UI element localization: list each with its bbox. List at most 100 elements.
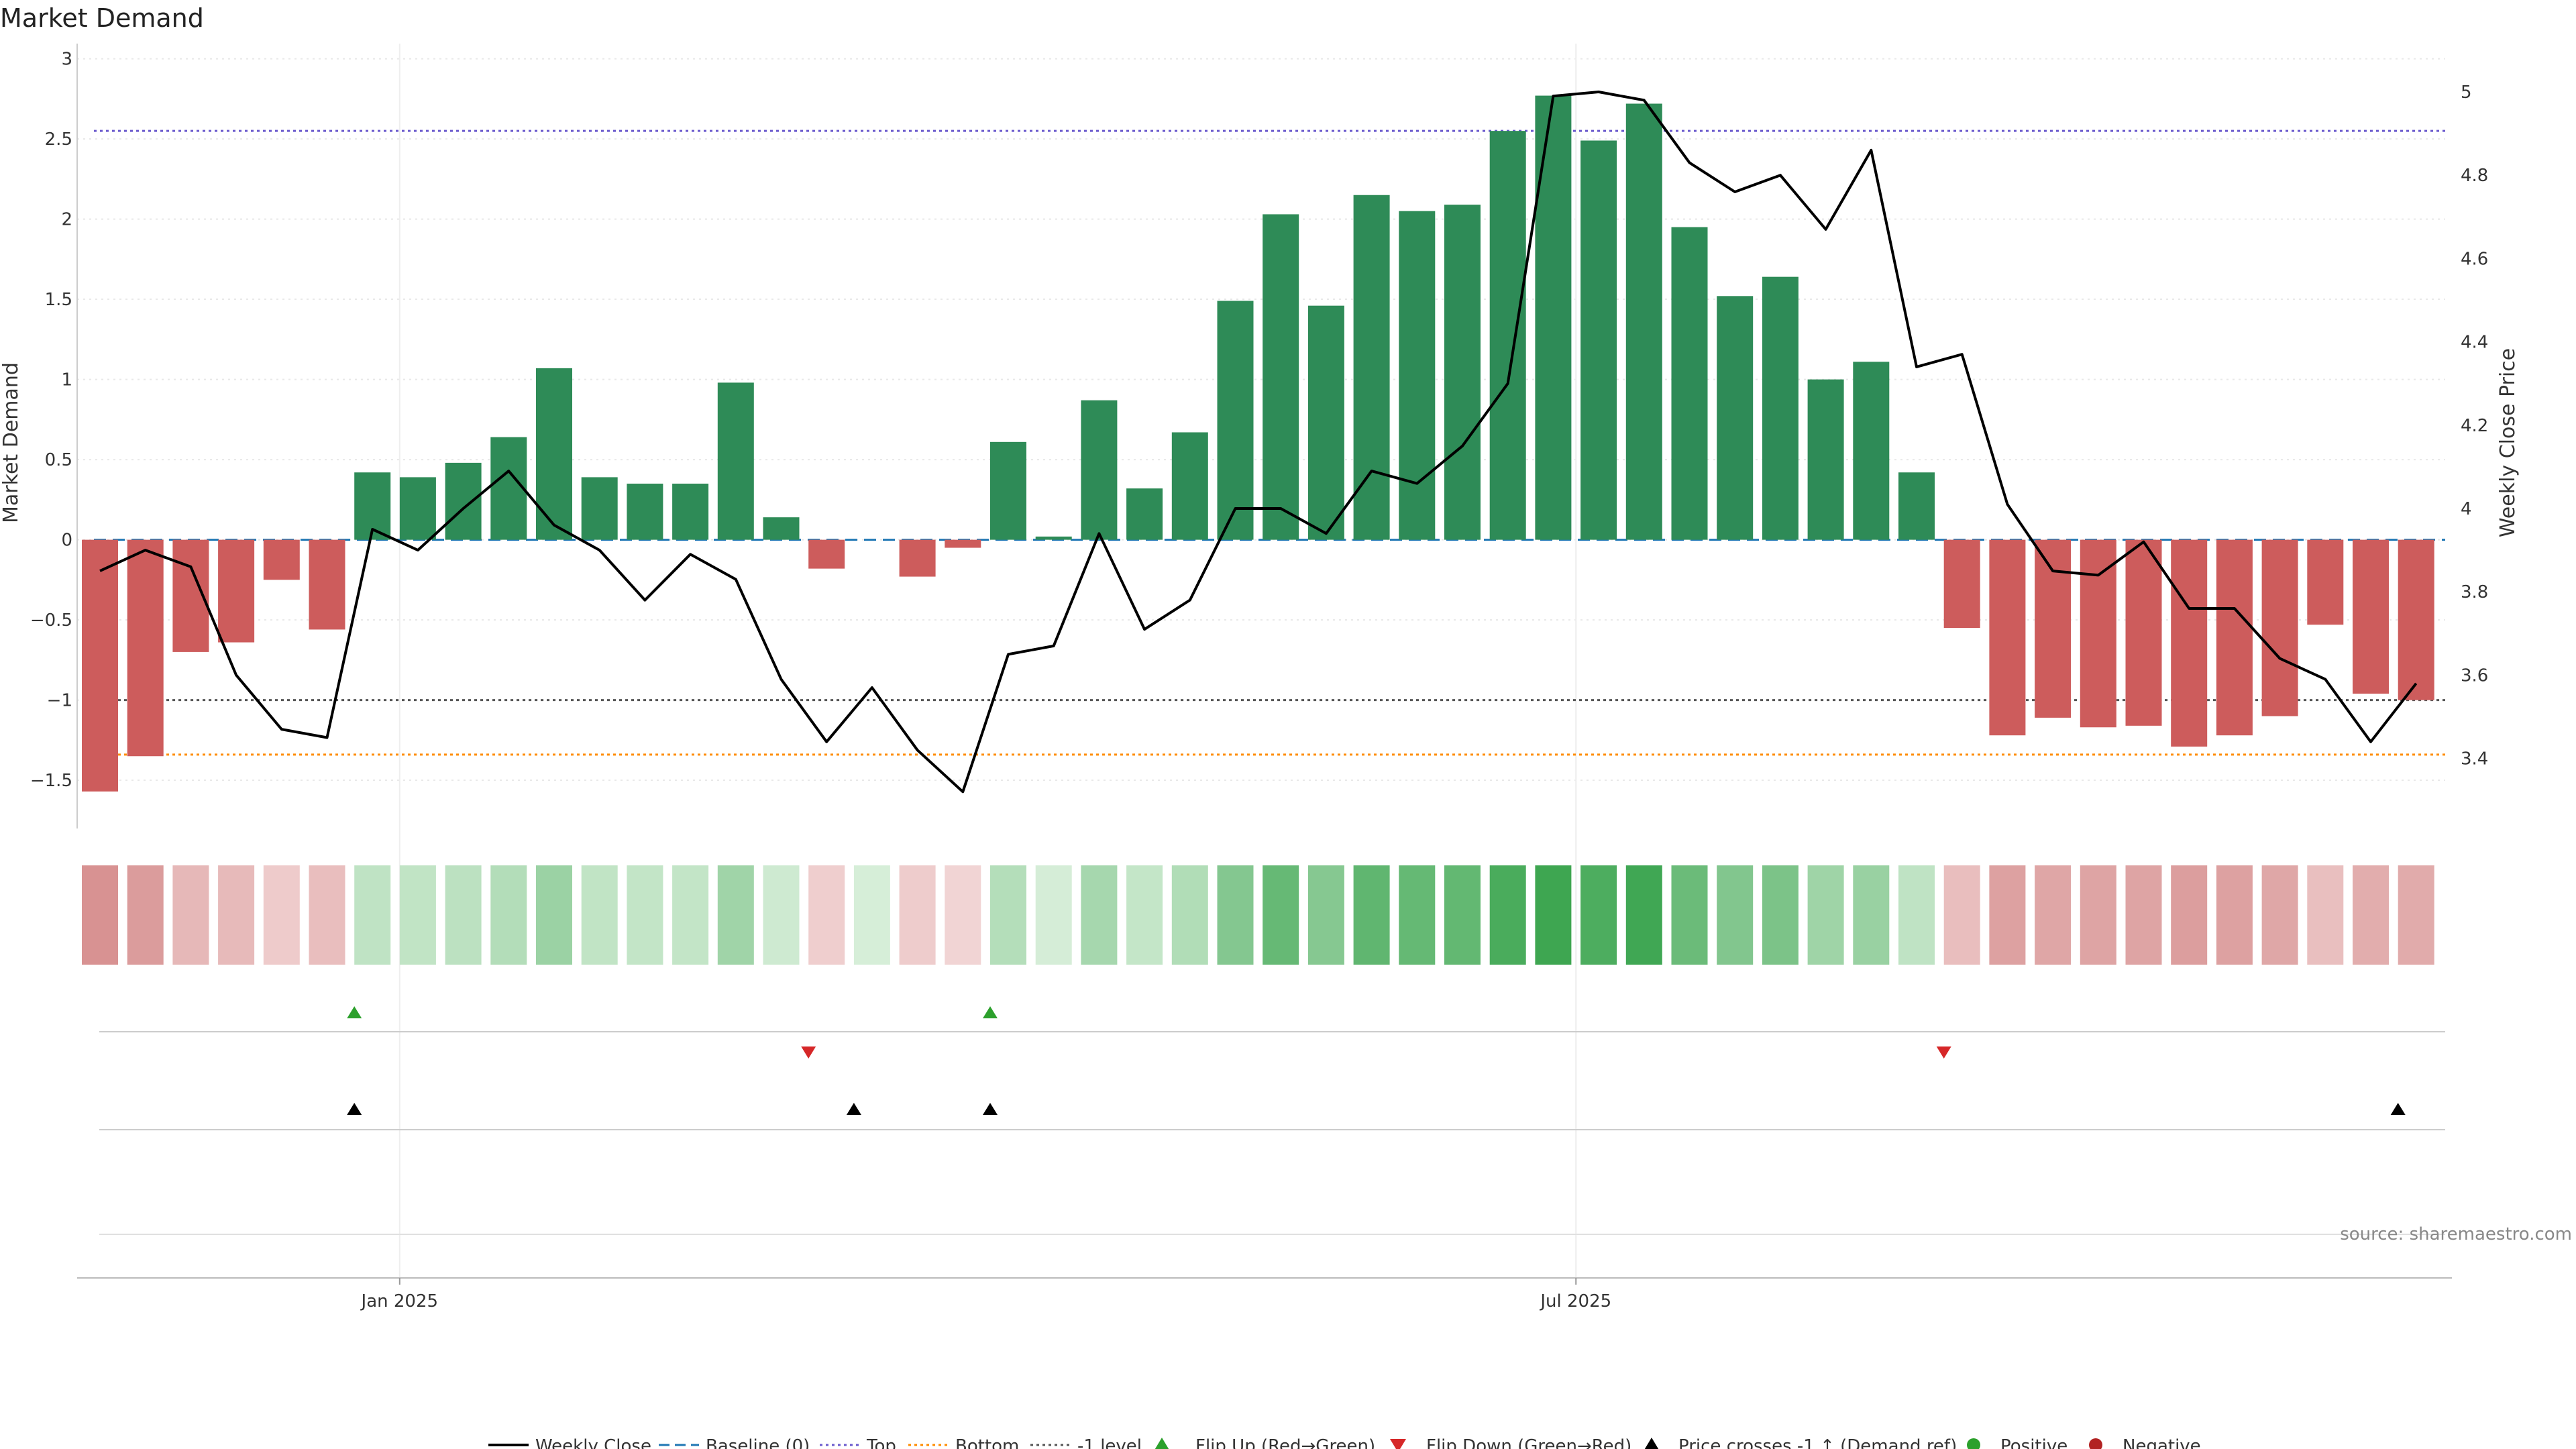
y-tick-label: 0.5 [45,450,72,470]
price-cross-marker [347,1103,362,1115]
y-tick-label: 1.5 [45,290,72,310]
y2-tick-label: 4.8 [2461,166,2488,186]
legend-positive-icon [1967,1438,1980,1449]
y-tick-label: 2.5 [45,129,72,150]
demand-bar [1171,432,1208,540]
demand-bar [1989,539,2026,736]
demand-bar [399,477,436,540]
legend-baseline: Baseline (0) [706,1436,810,1449]
heat-strip-cell [1444,865,1481,965]
heat-strip-cell [536,865,572,965]
demand-bar [82,539,118,792]
demand-bar [2261,539,2298,716]
heat-strip-cell [1217,865,1254,965]
flip-up-marker [983,1006,998,1018]
heat-strip-cell [672,865,709,965]
legend-negative-icon [2089,1438,2102,1449]
demand-bar [717,382,754,540]
demand-bar [1035,536,1072,540]
y2-tick-label: 3.8 [2461,582,2488,602]
heat-strip-cell [1898,865,1935,965]
chart-title: Market Demand [0,3,204,33]
demand-bar [1898,472,1935,540]
heat-strip-cell [1989,865,2026,965]
heat-strip-cell [490,865,527,965]
heat-strip-cell [808,865,845,965]
demand-bar [2307,539,2344,625]
heat-strip-cell [990,865,1026,965]
heat-strip-cell [172,865,209,965]
heat-strip-cell [853,865,890,965]
heat-strip-cell [2261,865,2298,965]
demand-bar [2353,539,2389,694]
heat-strip-cell [1081,865,1118,965]
demand-bar [1217,301,1254,540]
demand-bar [1399,211,1436,540]
x-tick-label: Jul 2025 [1539,1291,1611,1311]
y-tick-label: 1 [61,370,72,390]
heat-strip-cell [445,865,482,965]
demand-heat-strip [82,865,2434,965]
y2-tick-label: 4.6 [2461,249,2488,269]
price-cross-marker [846,1103,861,1115]
demand-bar [1081,400,1118,540]
demand-bar [1126,488,1163,540]
demand-bar [1489,131,1526,540]
demand-bar [1535,95,1572,540]
heat-strip-cell [1807,865,1844,965]
source-note: source: sharemaestro.com [2340,1224,2572,1244]
y2-tick-label: 3.6 [2461,665,2488,686]
heat-strip-cell [1126,865,1163,965]
event-markers [99,1006,2445,1235]
heat-strip-cell [82,865,118,965]
y2-tick-label: 3.4 [2461,749,2488,769]
y2-tick-label: 4.4 [2461,333,2488,353]
heat-strip-cell [1263,865,1299,965]
heat-strip-cell [1580,865,1617,965]
legend-negative: Negative [2123,1436,2201,1449]
weekly-close-series [99,91,2418,794]
y-axis-label: Market Demand [0,362,23,523]
y-tick-label: −1.5 [30,771,72,791]
y-tick-label: −0.5 [30,610,72,631]
heat-strip-cell [945,865,981,965]
demand-bar [1444,205,1481,540]
heat-strip-cell [2353,865,2389,965]
axes: 3 2.5 2 1.5 1 0.5 0 −0.5 −1 −1.5 5 4.8 4.6 4.4 4.2 4 3.8… [30,44,2488,1311]
y2-tick-label: 5 [2461,83,2472,103]
demand-bar [1671,227,1708,540]
heat-strip-cell [127,865,164,965]
price-cross-marker [2390,1103,2406,1115]
demand-bar [263,539,300,580]
legend-flip-up-icon [1155,1438,1169,1449]
heat-strip-cell [1535,865,1572,965]
heat-strip-cell [2080,865,2116,965]
demand-bar [2398,539,2434,700]
heat-strip-cell [1762,865,1799,965]
y2-axis-label: Weekly Close Price [2496,348,2520,537]
heat-strip-cell [2171,865,2208,965]
heat-strip-cell [2125,865,2162,965]
legend: Weekly Close Baseline (0) Top Bottom -1 … [488,1436,2201,1449]
heat-strip-cell [309,865,345,965]
y-tick-label: 3 [61,50,72,70]
heat-strip-cell [627,865,663,965]
demand-bar [1263,214,1299,540]
heat-strip-cell [2035,865,2072,965]
demand-bar [536,368,572,540]
heat-strip-cell [2398,865,2434,965]
demand-bar [1853,362,1890,540]
legend-flip-down: Flip Down (Green→Red) [1426,1436,1631,1449]
demand-bar [1353,195,1390,540]
demand-bar [445,462,482,540]
demand-bar [1625,103,1662,540]
demand-bar [1307,305,1344,540]
heat-strip-cell [2216,865,2253,965]
demand-bar [2035,539,2072,718]
demand-bar [899,539,936,577]
legend-cross-icon [1644,1438,1659,1449]
heat-strip-cell [717,865,754,965]
demand-bar [218,539,255,643]
flip-up-marker [347,1006,362,1018]
